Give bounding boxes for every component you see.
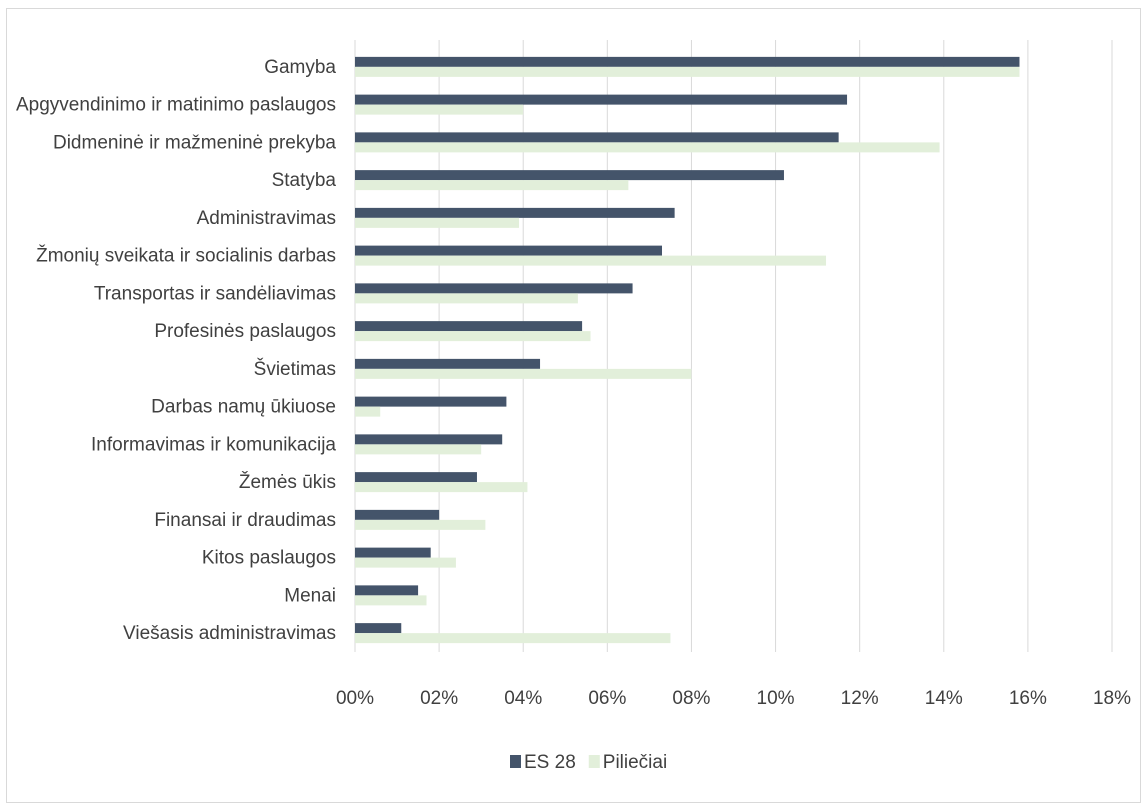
category-label: Finansai ir draudimas	[154, 510, 336, 531]
bar-pilieciai	[355, 557, 456, 568]
category-label: Profesinės paslaugos	[154, 321, 336, 342]
bar-pilieciai	[355, 255, 827, 266]
category-label: Švietimas	[254, 358, 336, 380]
category-label: Transportas ir sandėliavimas	[94, 283, 336, 304]
category-label: Menai	[284, 585, 336, 606]
category-label: Gamyba	[264, 57, 336, 78]
legend-label: Piliečiai	[603, 752, 667, 773]
bar-pilieciai	[355, 482, 528, 493]
bar-es28	[355, 396, 507, 407]
category-label: Didmeninė ir mažmeninė prekyba	[53, 132, 336, 153]
category-label: Apgyvendinimo ir matinimo paslaugos	[16, 95, 336, 116]
bar-pilieciai	[355, 595, 427, 606]
x-tick-label: 14%	[925, 688, 963, 709]
category-label: Darbas namų ūkiuose	[151, 397, 336, 418]
bar-es28	[355, 56, 1020, 67]
x-tick-label: 18%	[1093, 688, 1131, 709]
x-tick-label: 06%	[588, 688, 626, 709]
bar-es28	[355, 585, 419, 596]
bar-es28	[355, 547, 431, 558]
bar-es28	[355, 434, 503, 445]
x-tick-label: 04%	[504, 688, 542, 709]
bar-es28	[355, 321, 583, 332]
x-tick-label: 00%	[336, 688, 374, 709]
x-axis-tick-labels: 00% 02% 04% 06% 08% 10% 12% 14% 16% 18%	[336, 688, 1131, 709]
bar-es28	[355, 245, 663, 256]
category-label: Administravimas	[197, 208, 336, 229]
bar-es28	[355, 509, 440, 520]
bar-pilieciai	[355, 444, 482, 455]
bar-es28	[355, 170, 784, 181]
x-tick-label: 10%	[757, 688, 795, 709]
bar-es28	[355, 207, 675, 218]
bars	[355, 56, 1020, 644]
category-label: Žemės ūkis	[239, 471, 336, 493]
bar-pilieciai	[355, 331, 591, 342]
bar-es28	[355, 623, 402, 634]
bar-pilieciai	[355, 104, 524, 115]
gridlines	[354, 40, 1113, 652]
bar-es28	[355, 132, 839, 143]
category-label: Žmonių sveikata ir socialinis darbas	[36, 245, 336, 267]
bar-es28	[355, 472, 477, 483]
bar-es28	[355, 283, 633, 294]
category-labels: Gamyba Apgyvendinimo ir matinimo paslaugo…	[16, 57, 336, 644]
legend-label: ES 28	[524, 752, 576, 773]
bar-pilieciai	[355, 293, 578, 304]
bar-pilieciai	[355, 66, 1020, 77]
bar-es28	[355, 358, 541, 369]
category-label: Kitos paslaugos	[202, 548, 336, 569]
legend: ES 28 Piliečiai	[510, 752, 667, 773]
category-label: Statyba	[272, 170, 337, 191]
x-tick-label: 02%	[420, 688, 458, 709]
legend-swatch	[510, 755, 521, 768]
bar-pilieciai	[355, 368, 692, 379]
bar-pilieciai	[355, 633, 671, 644]
x-tick-label: 16%	[1009, 688, 1047, 709]
legend-swatch	[588, 755, 600, 768]
x-tick-label: 12%	[841, 688, 879, 709]
bar-pilieciai	[355, 406, 381, 417]
bar-es28	[355, 94, 848, 105]
bar-pilieciai	[355, 180, 629, 191]
category-label: Informavimas ir komunikacija	[91, 434, 336, 455]
bar-pilieciai	[355, 217, 520, 228]
category-label: Viešasis administravimas	[123, 623, 336, 644]
x-tick-label: 08%	[672, 688, 710, 709]
bar-pilieciai	[355, 142, 940, 153]
bar-pilieciai	[355, 519, 486, 530]
